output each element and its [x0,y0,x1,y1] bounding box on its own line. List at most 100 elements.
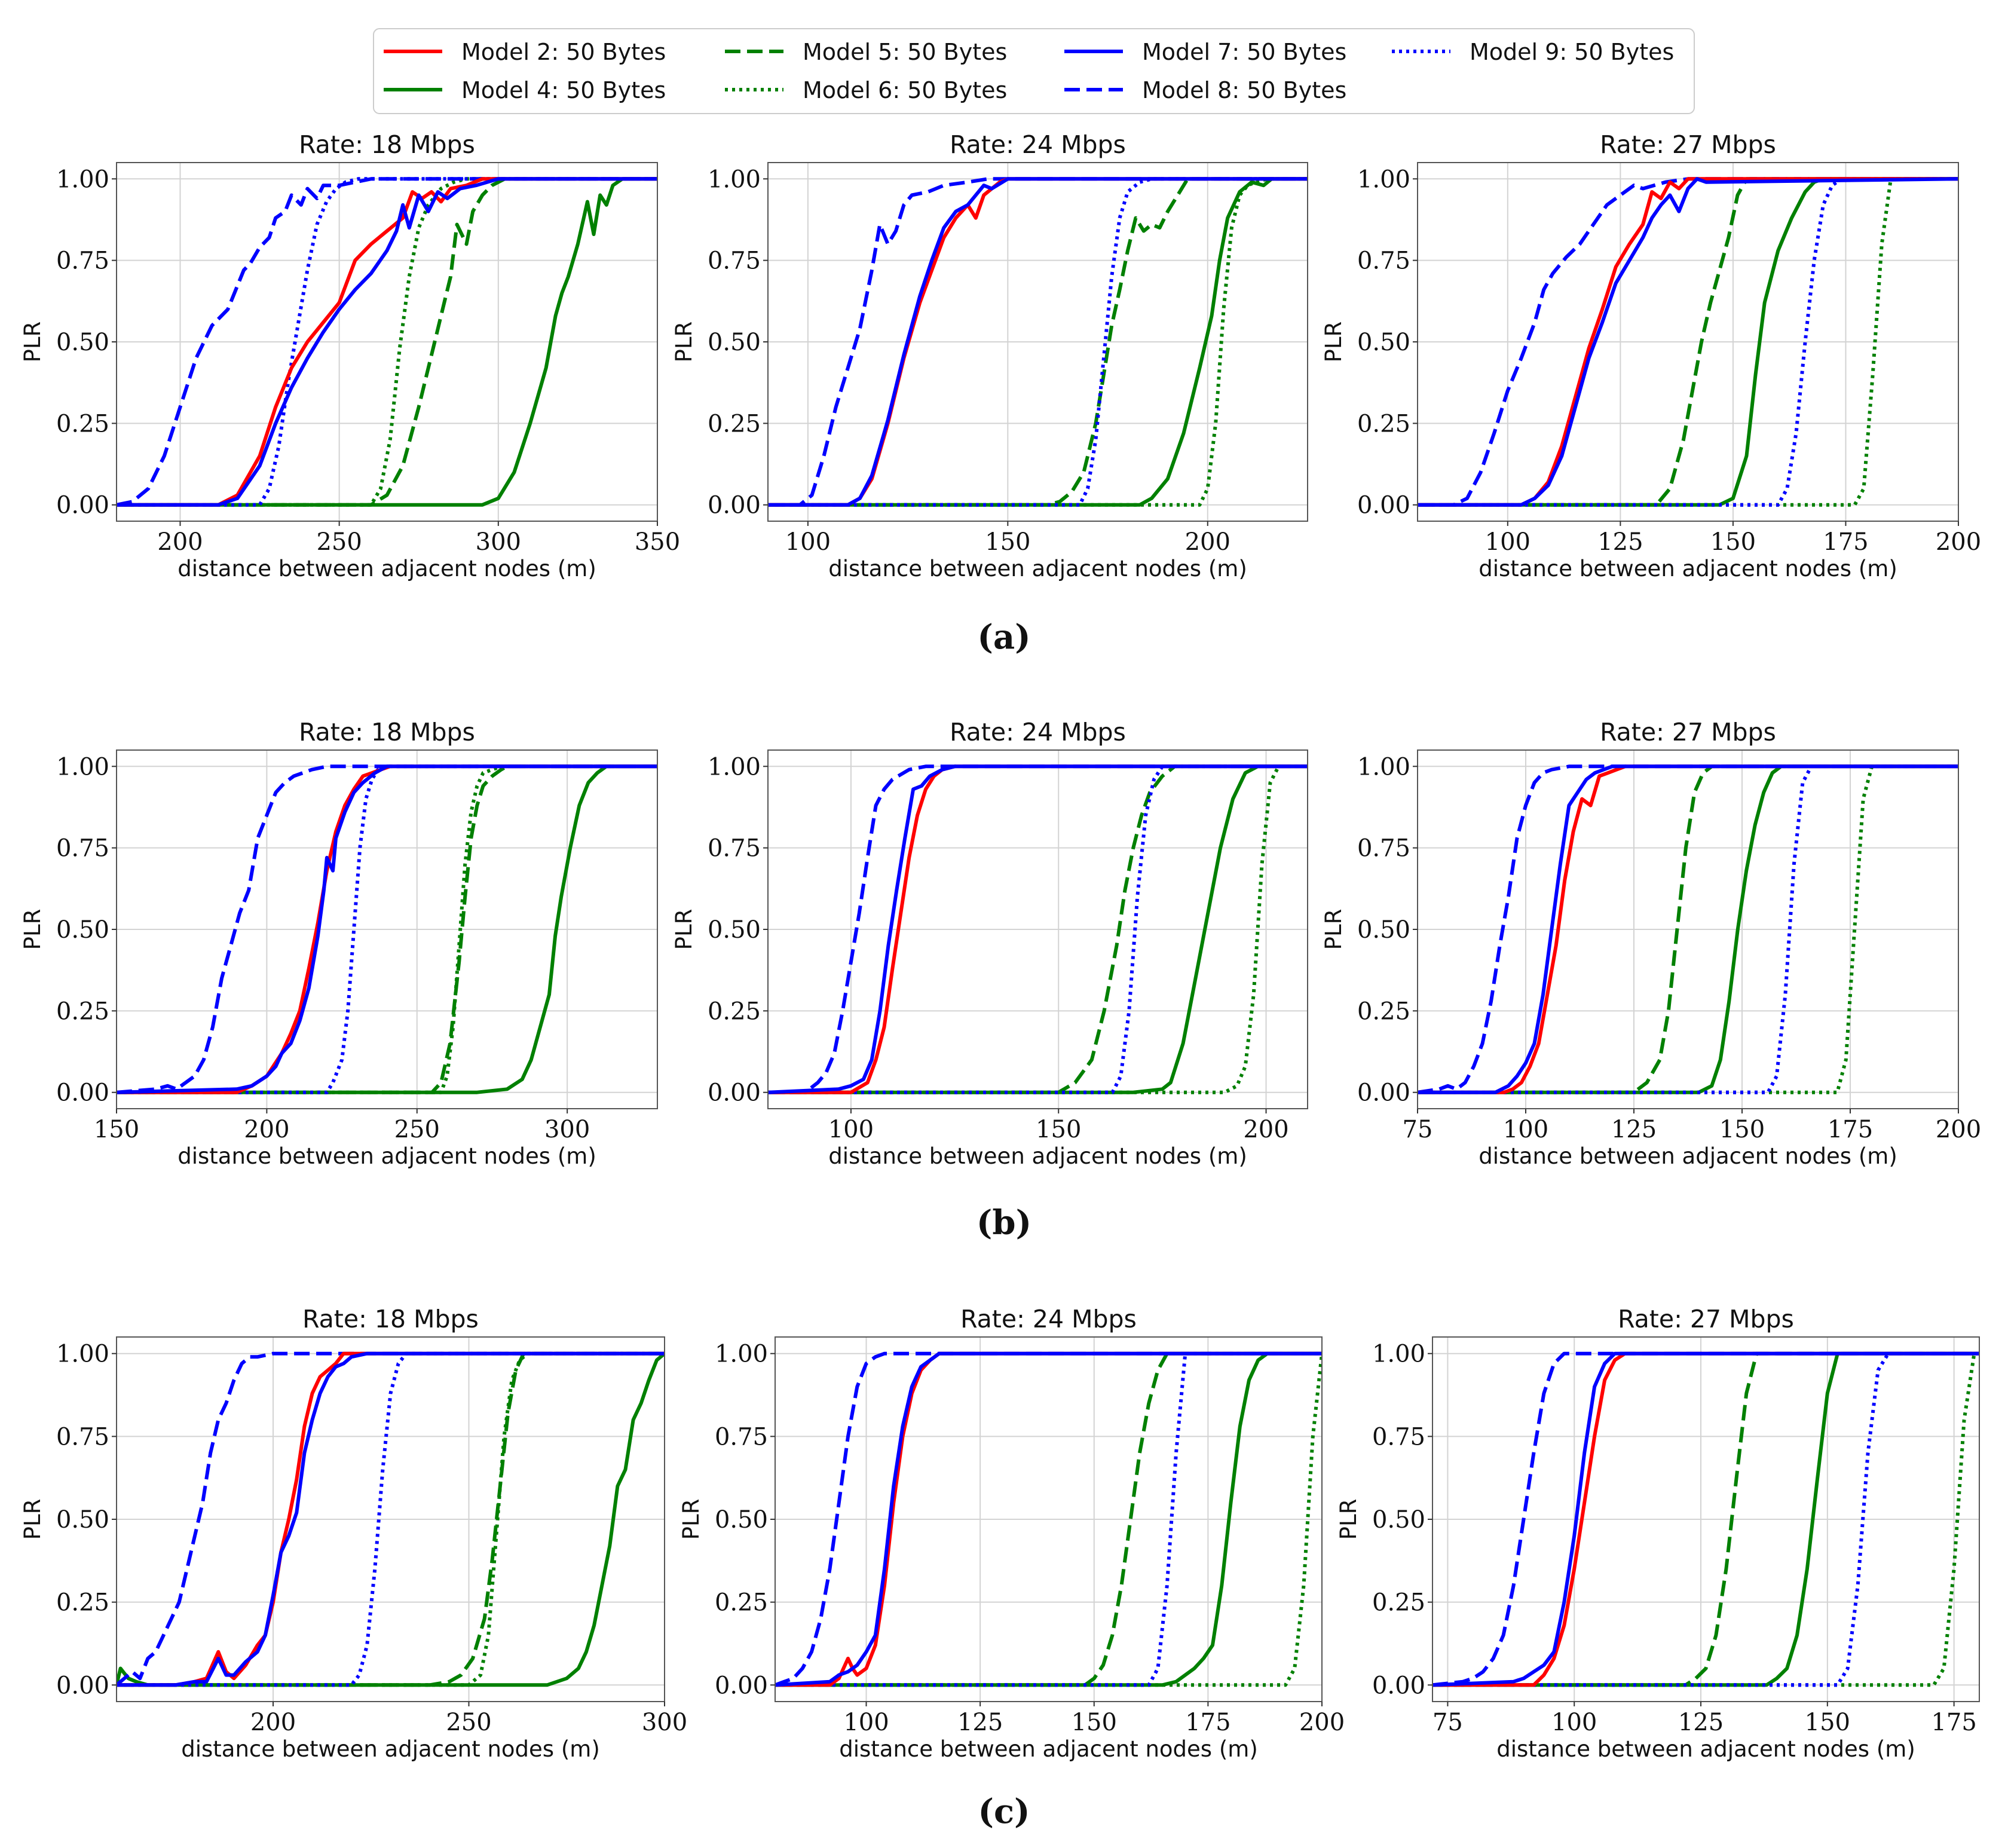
x-axis-label: distance between adjacent nodes (m) [1496,1736,1915,1762]
series-line-m9 [117,764,657,1094]
y-tick-label: 0.25 [708,410,761,437]
x-tick-label: 300 [544,1116,590,1143]
y-tick-label: 0.00 [708,1079,761,1107]
x-tick-label: 150 [1710,528,1756,556]
series-line-m7 [1432,1351,1979,1687]
x-tick-label: 175 [1185,1709,1230,1736]
panel-label: (b) [977,1203,1031,1243]
series-line-m8 [775,1351,1322,1687]
y-tick-label: 0.50 [1372,1506,1425,1534]
y-tick-label: 0.25 [56,998,109,1025]
y-tick-label: 0.50 [708,916,761,944]
x-tick-label: 100 [1503,1116,1548,1143]
series-line-m8 [117,764,657,1094]
x-tick-label: 150 [94,1116,139,1143]
series-line-m5 [1418,764,1958,1094]
x-tick-label: 200 [1936,528,1981,556]
series-line-m6 [117,764,657,1094]
series-line-m9 [117,1351,665,1687]
x-tick-label: 250 [446,1709,491,1736]
x-axis-label: distance between adjacent nodes (m) [177,556,596,582]
series-line-m7 [1418,764,1958,1094]
y-tick-label: 0.00 [56,1672,109,1699]
subplot-8: 100 125 150 175 200 0.00 0.25 0.50 0.75 1.00 Rate:… [678,1305,1345,1762]
legend-label-m4: Model 4: 50 Bytes [461,77,666,103]
series-group [775,1351,1322,1687]
plot-title: Rate: 18 Mbps [299,718,475,746]
series-line-m7 [117,1351,665,1687]
series-line-m4 [775,1351,1322,1687]
plot-title: Rate: 24 Mbps [950,130,1126,159]
x-tick-label: 200 [1936,1116,1981,1143]
y-tick-label: 0.75 [1357,247,1410,275]
x-tick-label: 250 [394,1116,440,1143]
y-tick-label: 1.00 [1357,166,1410,193]
x-tick-label: 150 [1036,1116,1081,1143]
y-tick-label: 0.25 [708,998,761,1025]
x-axis-label: distance between adjacent nodes (m) [1479,556,1897,582]
x-tick-label: 350 [635,528,680,556]
y-tick-label: 0.25 [1357,410,1410,437]
x-tick-label: 150 [1072,1709,1117,1736]
y-tick-label: 1.00 [1357,753,1410,781]
series-line-m5 [117,764,657,1094]
legend-label-m5: Model 5: 50 Bytes [803,39,1007,65]
plot-title: Rate: 27 Mbps [1600,130,1776,159]
y-tick-label: 0.00 [1357,1079,1410,1107]
series-line-m5 [775,1351,1322,1687]
x-tick-label: 175 [1828,1116,1873,1143]
y-tick-label: 0.50 [56,916,109,944]
x-axis-label: distance between adjacent nodes (m) [839,1736,1258,1762]
y-axis-label: PLR [1321,322,1346,363]
x-tick-label: 75 [1403,1116,1433,1143]
x-tick-label: 125 [1678,1709,1724,1736]
subplot-1: 200 250 300 350 0.00 0.25 0.50 0.75 1.00 Rate: 18… [20,130,680,582]
x-tick-label: 200 [1243,1116,1288,1143]
y-axis-label: PLR [678,1499,704,1540]
legend-label-m9: Model 9: 50 Bytes [1470,39,1674,65]
x-tick-label: 100 [1485,528,1531,556]
legend-label-m8: Model 8: 50 Bytes [1142,77,1346,103]
x-tick-label: 200 [1299,1709,1345,1736]
y-tick-label: 0.75 [708,247,761,275]
series-line-m6 [775,1353,1322,1687]
y-tick-label: 0.50 [1357,916,1410,944]
series-line-m8 [1432,1351,1979,1687]
subplot-6: 75 100 125 150 175 200 0.00 0.25 0.50 0.75 1.00 Rat… [1321,718,1981,1169]
x-axis-label: distance between adjacent nodes (m) [177,1143,596,1169]
series-line-m8 [117,1351,665,1687]
series-line-m5 [768,177,1308,507]
y-tick-label: 1.00 [1372,1341,1425,1368]
series-line-m8 [768,177,1308,507]
series-group [768,177,1308,507]
y-axis-label: PLR [20,322,45,363]
series-line-m5 [117,177,657,507]
series-group [117,177,657,507]
y-tick-label: 0.75 [56,1423,109,1451]
series-line-m7 [768,177,1308,507]
series-group [1432,1351,1979,1687]
y-axis-label: PLR [1321,909,1346,950]
subplot-3: 100 125 150 175 200 0.00 0.25 0.50 0.75 1.00 Rate:… [1321,130,1981,582]
series-line-m7 [775,1351,1322,1687]
series-group [117,764,657,1094]
x-tick-label: 100 [828,1116,874,1143]
plot-title: Rate: 24 Mbps [960,1305,1137,1333]
x-tick-label: 300 [476,528,521,556]
y-tick-label: 1.00 [715,1341,768,1368]
series-line-m5 [768,764,1308,1094]
plot-title: Rate: 18 Mbps [302,1305,479,1333]
y-tick-label: 0.50 [708,329,761,356]
y-tick-label: 1.00 [708,166,761,193]
y-tick-label: 0.50 [56,1506,109,1534]
series-line-m4 [1432,1351,1979,1687]
subplot-9: 75 100 125 150 175 0.00 0.25 0.50 0.75 1.00 Rate: … [1336,1305,1980,1762]
y-tick-label: 0.25 [1357,998,1410,1025]
x-tick-label: 125 [1597,528,1643,556]
x-axis-label: distance between adjacent nodes (m) [828,1143,1247,1169]
series-line-m7 [768,764,1308,1094]
series-line-m9 [775,1351,1322,1687]
y-tick-label: 1.00 [56,753,109,781]
plot-title: Rate: 27 Mbps [1600,718,1776,746]
